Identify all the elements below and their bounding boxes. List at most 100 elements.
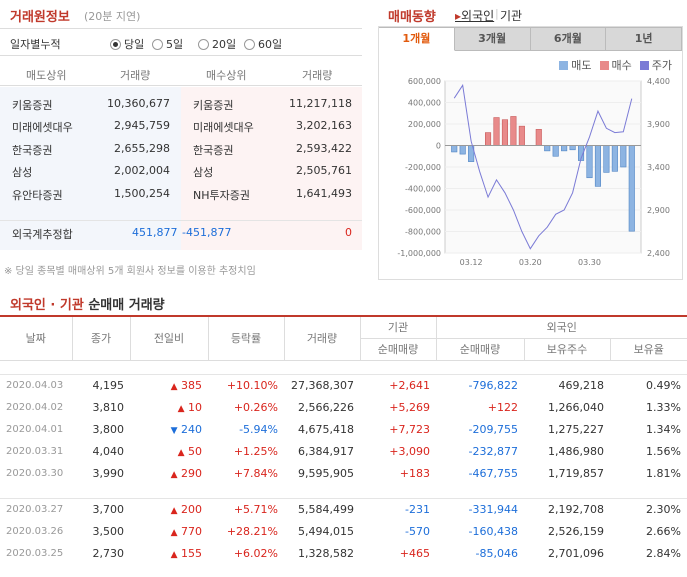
sell-broker[interactable]: 삼성 [12, 166, 33, 179]
row-rate: +6.02% [233, 546, 278, 560]
table-row: 2020.03.26 3,500 ▲ 770 +28.21% 5,494,015 -570… [0, 520, 687, 542]
tab-institution[interactable]: 기관 [500, 9, 523, 23]
row-change: ▲ 385 [130, 374, 208, 396]
y-left-tick: -800,000 [405, 228, 441, 237]
price-swatch-icon [639, 60, 649, 70]
y-right-tick: 3,900 [647, 120, 670, 129]
radio-today[interactable]: 당일 [110, 36, 144, 52]
row-volume: 9,595,905 [298, 466, 354, 480]
radio-label: 5일 [166, 38, 184, 51]
arrow-up-icon: ▲ [170, 527, 178, 538]
row-ratio: 1.81% [646, 466, 681, 480]
price-line [453, 83, 633, 250]
row-change: ▲ 770 [130, 520, 208, 542]
row-foreign-net: -85,046 [475, 546, 518, 560]
table-row: 2020.04.01 3,800 ▼ 240 -5.94% 4,675,418 +7,72… [0, 418, 687, 440]
foreign-estimate-label: 외국계추정합 [12, 228, 73, 241]
row-holdings: 2,192,708 [548, 502, 604, 516]
arrow-up-icon: ▲ [177, 447, 185, 458]
row-inst-net: +3,090 [389, 444, 430, 458]
buy-broker[interactable]: 삼성 [193, 166, 214, 179]
y-right-tick: 2,400 [647, 249, 670, 258]
buy-broker[interactable]: 한국증권 [193, 144, 234, 157]
tab-1month[interactable]: 1개월 [379, 27, 455, 51]
legend-buy: 매수 [599, 57, 632, 73]
buy-broker[interactable]: NH투자증권 [193, 189, 250, 202]
net-bar [611, 145, 618, 172]
row-close: 4,040 [92, 444, 125, 458]
row-ratio: 1.33% [646, 400, 681, 414]
x-tick: 03.20 [519, 258, 542, 267]
table-row: 2020.03.31 4,040 ▲ 50 +1.25% 6,384,917 +3,090… [0, 440, 687, 462]
y-right-tick: 4,400 [647, 77, 670, 86]
header-buy-top: 매수상위 [206, 69, 247, 82]
row-holdings: 1,275,227 [548, 422, 604, 436]
row-change: ▲ 155 [130, 542, 208, 564]
x-tick: 03.30 [578, 258, 601, 267]
radio-dot-icon [244, 38, 255, 50]
row-ratio: 1.34% [646, 422, 681, 436]
sell-broker[interactable]: 키움증권 [12, 99, 53, 112]
broker-panel: 거래원정보 (20분 지연) 일자별누적 당일 5일 20일 60일 매도상위 … [0, 0, 365, 280]
delay-note: (20분 지연) [84, 10, 141, 23]
row-volume: 1,328,582 [298, 546, 354, 560]
buy-volume: 1,641,493 [296, 187, 352, 200]
trend-title: 매매동향 [388, 10, 436, 25]
net-bar [620, 145, 627, 168]
buy-swatch-icon [599, 60, 609, 70]
row-foreign-net: -331,944 [468, 502, 518, 516]
tab-3month[interactable]: 3개월 [454, 27, 531, 51]
broker-row: 삼성 2,002,004 삼성 2,505,761 [0, 160, 362, 182]
row-change-value: 770 [181, 524, 202, 538]
foreign-estimate-row: 외국계추정합 451,877 -451,877 0 [0, 220, 362, 244]
investor-title-a: 외국인 · 기관 [10, 298, 84, 313]
radio-5day[interactable]: 5일 [152, 36, 183, 52]
row-ratio: 2.30% [646, 502, 681, 516]
row-foreign-net: -160,438 [468, 524, 518, 538]
radio-60day[interactable]: 60일 [244, 36, 282, 52]
cumulative-options: 일자별누적 당일 5일 20일 60일 [0, 28, 362, 56]
row-rate: +0.26% [233, 400, 278, 414]
y-left-tick: 400,000 [408, 99, 441, 108]
buy-volume: 2,505,761 [296, 164, 352, 177]
buy-area [181, 87, 362, 250]
investor-title-b: 순매매 거래량 [88, 298, 165, 313]
y-right-tick: 3,400 [647, 163, 670, 172]
sell-broker[interactable]: 미래에셋대우 [12, 121, 73, 134]
broker-row: 미래에셋대우 2,945,759 미래에셋대우 3,202,163 [0, 115, 362, 137]
table-row: 2020.04.02 3,810 ▲ 10 +0.26% 2,566,226 +5,269… [0, 396, 687, 418]
radio-dot-icon [152, 38, 163, 50]
row-foreign-net: -796,822 [468, 378, 518, 392]
sell-volume: 10,360,677 [107, 97, 170, 110]
broker-row: 유안타증권 1,500,254 NH투자증권 1,641,493 [0, 183, 362, 205]
arrow-up-icon: ▲ [170, 381, 178, 392]
y-left-tick: -200,000 [405, 163, 441, 172]
row-holdings: 469,218 [558, 378, 605, 392]
row-rate: +1.25% [233, 444, 278, 458]
arrow-up-icon: ▲ [170, 469, 178, 480]
sell-volume: 1,500,254 [114, 187, 170, 200]
tab-foreign[interactable]: ▸외국인 [455, 7, 494, 24]
tab-1year[interactable]: 1년 [606, 27, 682, 51]
row-ratio: 2.84% [646, 546, 681, 560]
row-ratio: 1.56% [646, 444, 681, 458]
row-ratio: 2.66% [646, 524, 681, 538]
buy-volume: 3,202,163 [296, 119, 352, 132]
row-change: ▲ 290 [130, 462, 208, 484]
radio-20day[interactable]: 20일 [198, 36, 236, 52]
header-holdings: 보유주수 [523, 338, 610, 361]
net-bar [451, 145, 458, 153]
net-bar [484, 132, 492, 146]
sell-broker[interactable]: 한국증권 [12, 144, 53, 157]
buy-broker[interactable]: 미래에셋대우 [193, 121, 254, 134]
bullet-icon: ▸ [455, 9, 462, 23]
buy-broker[interactable]: 키움증권 [193, 99, 234, 112]
arrow-up-icon: ▲ [170, 505, 178, 516]
sell-broker[interactable]: 유안타증권 [12, 189, 63, 202]
tab-6month[interactable]: 6개월 [530, 27, 607, 51]
buy-volume: 2,593,422 [296, 142, 352, 155]
radio-label: 20일 [212, 38, 237, 51]
row-inst-net: +2,641 [389, 378, 430, 392]
header-inst-net: 순매매량 [359, 338, 436, 361]
arrow-up-icon: ▲ [170, 549, 178, 560]
